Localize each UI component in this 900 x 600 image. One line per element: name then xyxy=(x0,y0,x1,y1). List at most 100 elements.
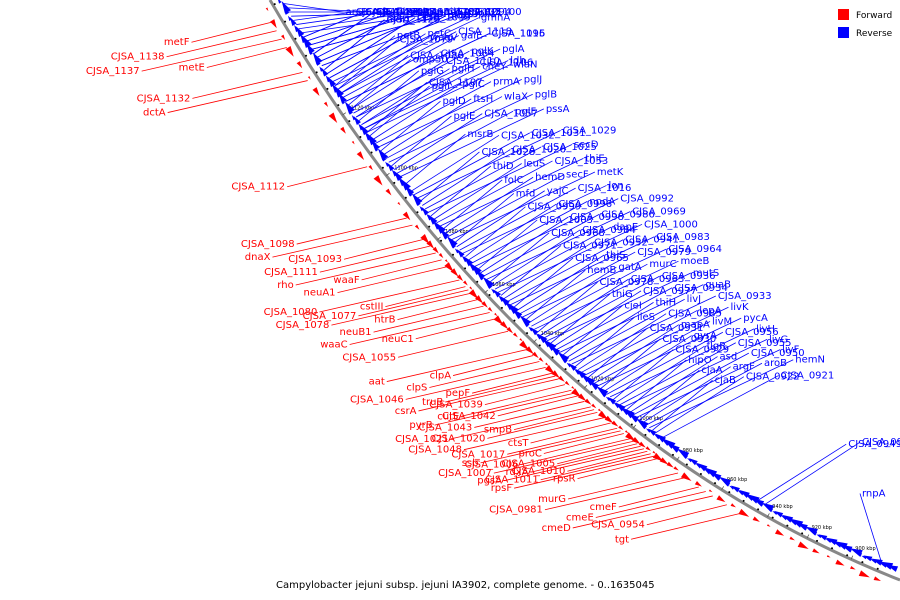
genome-backbone-arc xyxy=(268,0,900,582)
leader-line xyxy=(543,275,660,339)
leader-line xyxy=(311,11,456,50)
leader-line xyxy=(606,331,724,395)
reverse-gene-arrow xyxy=(315,58,321,66)
feature-dot xyxy=(617,412,620,415)
leader-line xyxy=(316,11,405,58)
gene-label: mapA xyxy=(681,320,710,331)
forward-gene-arrow xyxy=(544,364,555,375)
gene-label: CJSA_0929 xyxy=(675,345,729,356)
reverse-gene-arrow xyxy=(338,92,347,104)
gene-label: CJSA_1116 xyxy=(491,28,545,39)
forward-gene-arrow xyxy=(631,436,641,445)
feature-dot xyxy=(538,344,541,347)
leader-line xyxy=(388,93,533,163)
leader-line xyxy=(405,133,466,185)
gene-label: rho xyxy=(277,280,293,291)
gene-label: lon xyxy=(609,180,624,191)
reverse-gene-arrow xyxy=(373,146,379,152)
feature-dot xyxy=(685,463,688,466)
reverse-gene-arrow xyxy=(605,396,611,402)
reverse-gene-arrow xyxy=(475,269,486,280)
reverse-gene-arrow xyxy=(640,423,648,430)
feature-dot xyxy=(658,443,661,446)
gene-label: CJSA_0998 xyxy=(570,212,624,223)
forward-gene-arrow xyxy=(611,420,619,427)
leader-line xyxy=(655,376,745,434)
leader-line xyxy=(377,79,522,148)
reverse-gene-arrow xyxy=(809,530,818,536)
feature-dot xyxy=(452,253,455,256)
scale-tick xyxy=(850,555,854,560)
leader-line xyxy=(349,312,490,345)
forward-gene-arrow xyxy=(444,262,454,273)
leader-line xyxy=(552,290,642,348)
legend-forward-label: Forward xyxy=(856,11,892,21)
leader-line xyxy=(593,321,711,384)
gene-label: CJSA_0999 xyxy=(527,202,581,213)
forward-gene-arrow xyxy=(624,430,629,434)
gene-label: smpB xyxy=(484,425,512,436)
feature-dot xyxy=(513,319,516,322)
gene-label: cutE xyxy=(437,411,459,422)
gene-label: livH xyxy=(756,324,775,335)
reverse-gene-arrow xyxy=(380,154,387,162)
gene-label: ftsH xyxy=(473,94,493,105)
reverse-gene-arrow xyxy=(296,26,305,38)
gene-label: CJSA_1017 xyxy=(451,449,505,460)
forward-gene-arrow xyxy=(858,570,870,578)
forward-gene-arrow xyxy=(265,7,269,12)
leader-line xyxy=(530,422,611,444)
gene-label: CJSA_0992 xyxy=(620,194,674,205)
reverse-gene-arrow xyxy=(886,565,899,572)
forward-gene-arrow xyxy=(604,415,614,424)
gene-label: cmeD xyxy=(542,523,571,534)
reverse-gene-arrow xyxy=(561,357,568,364)
reverse-gene-arrow xyxy=(512,308,523,319)
leader-line xyxy=(372,83,461,141)
gene-label: petC xyxy=(428,29,451,40)
scale-tick-label: 1000 kbp xyxy=(639,416,663,422)
leader-line xyxy=(429,361,540,388)
feature-dot xyxy=(393,181,396,184)
gene-label: argS xyxy=(366,7,389,18)
gene-label: CJSA_0922 xyxy=(746,372,800,383)
gene-label: CJSA_1103 xyxy=(447,7,501,18)
gene-label: CJSA_0983 xyxy=(656,232,710,243)
leader-line xyxy=(166,30,277,58)
leader-line xyxy=(141,38,282,72)
forward-gene-arrow xyxy=(450,268,459,277)
leader-line xyxy=(418,378,559,412)
gene-label: dapE xyxy=(613,222,638,233)
gene-label: CJSA_0954 xyxy=(591,520,645,531)
feature-dot xyxy=(305,54,308,57)
forward-gene-arrow xyxy=(652,450,656,454)
leader-line xyxy=(427,144,573,213)
leader-line xyxy=(337,33,426,90)
gene-label: pglK xyxy=(471,46,493,57)
leader-line xyxy=(463,417,605,451)
leader-line xyxy=(557,443,638,465)
gene-label: flgR xyxy=(707,341,727,352)
scale-tick xyxy=(721,486,725,490)
forward-gene-arrow xyxy=(487,306,493,312)
reverse-gene-arrow xyxy=(400,178,411,191)
forward-gene-arrow xyxy=(564,380,570,386)
reverse-gene-arrow xyxy=(681,453,689,460)
gene-label: gmhB xyxy=(407,7,436,18)
forward-gene-arrow xyxy=(673,466,679,471)
gene-label: argF xyxy=(733,362,755,373)
forward-gene-arrow xyxy=(426,240,435,249)
leader-line xyxy=(206,47,287,68)
leader-line xyxy=(574,316,636,368)
leader-line xyxy=(493,440,634,474)
forward-gene-arrow xyxy=(307,76,311,80)
feature-dot xyxy=(590,390,593,393)
gene-label: moeB xyxy=(680,256,709,267)
forward-gene-arrow xyxy=(328,112,338,124)
reverse-gene-arrow xyxy=(550,345,561,356)
leader-line xyxy=(374,81,492,145)
gene-label: omp50 xyxy=(413,54,448,65)
gene-label: cfa xyxy=(376,7,391,18)
feature-dot xyxy=(551,356,554,359)
gene-label: CJSA_1129 xyxy=(386,15,440,26)
